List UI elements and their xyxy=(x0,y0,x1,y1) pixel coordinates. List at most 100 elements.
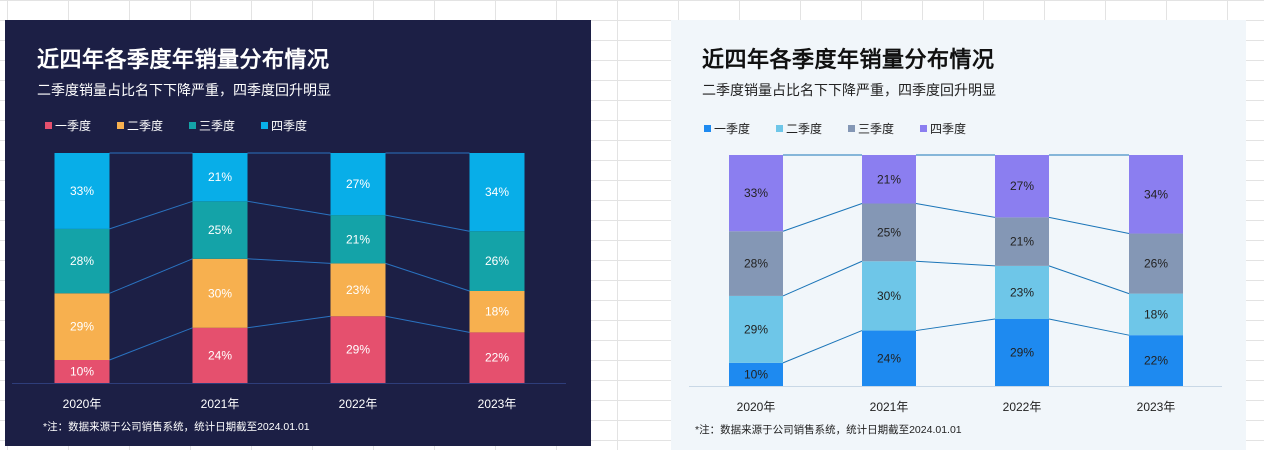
legend-item-q4[interactable]: 四季度 xyxy=(920,120,966,137)
bar-segment xyxy=(330,316,386,383)
bar-segment xyxy=(1129,233,1183,294)
bar-segment xyxy=(862,203,916,262)
data-label: 28% xyxy=(744,257,768,271)
data-label: 21% xyxy=(1010,235,1034,249)
data-label: 23% xyxy=(346,283,370,297)
x-tick-label: 2020年 xyxy=(737,400,776,414)
chart-subtitle: 二季度销量占比名下下降严重，四季度回升明显 xyxy=(702,82,996,98)
legend-swatch xyxy=(117,122,125,129)
bar-segment xyxy=(729,231,783,296)
x-tick-label: 2020年 xyxy=(63,397,102,411)
light-chart-card: 近四年各季度年销量分布情况 二季度销量占比名下下降严重，四季度回升明显 一季度 … xyxy=(671,20,1246,450)
x-tick-label: 2023年 xyxy=(478,397,517,411)
connector-line xyxy=(1048,216,1130,235)
bar-segment xyxy=(862,261,916,331)
legend-label: 三季度 xyxy=(199,119,236,133)
legend-swatch xyxy=(704,125,711,132)
legend-swatch xyxy=(776,125,784,132)
connector-line xyxy=(915,260,996,267)
data-label: 22% xyxy=(485,351,509,365)
bar-segment xyxy=(862,155,916,204)
x-tick-label: 2023年 xyxy=(1137,400,1176,414)
bar-segment xyxy=(330,153,386,216)
connector-line xyxy=(385,214,470,232)
connector-line xyxy=(109,327,193,361)
connector-line xyxy=(782,330,863,364)
legend-item-q3[interactable]: 三季度 xyxy=(189,117,235,134)
data-label: 26% xyxy=(485,254,509,268)
legend-label: 四季度 xyxy=(930,122,967,136)
bar-segment xyxy=(729,295,783,363)
connector-line xyxy=(915,318,996,332)
data-label: 28% xyxy=(70,254,94,268)
connector-line xyxy=(1048,265,1130,295)
data-label: 21% xyxy=(877,172,901,186)
connector-line xyxy=(1048,318,1130,336)
bar-segment xyxy=(729,155,783,232)
data-label: 25% xyxy=(208,223,232,237)
data-label: 25% xyxy=(877,225,901,239)
bar-segment xyxy=(995,265,1049,320)
bar-segment xyxy=(192,153,248,202)
chart-title: 近四年各季度年销量分布情况 xyxy=(702,47,995,72)
legend-item-q1[interactable]: 一季度 xyxy=(45,117,91,134)
x-tick-label: 2022年 xyxy=(339,397,378,411)
data-label: 23% xyxy=(1010,285,1034,299)
legend-item-q4[interactable]: 四季度 xyxy=(261,117,307,134)
legend-item-q2[interactable]: 二季度 xyxy=(117,117,163,134)
bar-segment xyxy=(54,228,110,294)
connector-line xyxy=(915,203,996,218)
stacked-bar-plot: 10% 29% 28% 33% 2020年 24% 30% 25% 21% 2021年 29% 23%… xyxy=(12,152,566,411)
data-label: 26% xyxy=(1144,257,1168,271)
legend-label: 四季度 xyxy=(271,119,308,133)
legend-swatch xyxy=(920,125,928,132)
data-label: 33% xyxy=(70,184,94,198)
connector-line xyxy=(109,200,193,230)
connector-line xyxy=(782,260,863,297)
connector-line xyxy=(782,203,863,232)
bar-segment xyxy=(995,319,1049,386)
data-label: 18% xyxy=(1144,307,1168,321)
connector-line xyxy=(247,258,331,264)
legend: 一季度 二季度 三季度 四季度 xyxy=(45,117,307,134)
data-label: 29% xyxy=(346,343,370,357)
bar-segment xyxy=(54,153,110,229)
bar-segment xyxy=(995,155,1049,218)
connector-line xyxy=(385,262,470,292)
bar-segment xyxy=(995,217,1049,266)
data-label: 27% xyxy=(1010,179,1034,193)
bar-segment xyxy=(192,201,248,259)
chart-subtitle: 二季度销量占比名下下降严重，四季度回升明显 xyxy=(37,82,331,98)
data-label: 22% xyxy=(1144,354,1168,368)
bar-segment xyxy=(862,330,916,386)
legend: 一季度 二季度 三季度 四季度 xyxy=(704,120,966,137)
connector-line xyxy=(247,315,331,329)
x-tick-label: 2022年 xyxy=(1003,400,1042,414)
bar-segment xyxy=(54,360,110,383)
bar-segment xyxy=(330,263,386,317)
legend-label: 一季度 xyxy=(55,119,92,133)
data-label: 30% xyxy=(208,286,232,300)
data-label: 24% xyxy=(877,351,901,365)
legend-item-q3[interactable]: 三季度 xyxy=(848,120,894,137)
bar-segment xyxy=(330,215,386,264)
data-label: 29% xyxy=(70,320,94,334)
bar-segment xyxy=(1129,335,1183,386)
data-label: 10% xyxy=(744,367,768,381)
data-label: 24% xyxy=(208,348,232,362)
data-label: 27% xyxy=(346,177,370,191)
data-label: 29% xyxy=(744,322,768,336)
legend-item-q1[interactable]: 一季度 xyxy=(704,120,750,137)
legend-swatch xyxy=(189,122,197,129)
data-label: 21% xyxy=(346,232,370,246)
data-label: 34% xyxy=(485,185,509,199)
connector-line xyxy=(247,200,331,216)
legend-label: 二季度 xyxy=(127,119,164,133)
bar-segment xyxy=(469,332,525,383)
chart-title: 近四年各季度年销量分布情况 xyxy=(37,47,330,72)
data-label: 30% xyxy=(877,289,901,303)
data-label: 34% xyxy=(1144,187,1168,201)
stacked-bar-plot: 10% 29% 28% 33% 2020年 24% 30% 25% 21% 2021年 29% 23%… xyxy=(689,154,1222,414)
legend-item-q2[interactable]: 二季度 xyxy=(776,120,822,137)
bar-segment xyxy=(729,362,783,386)
